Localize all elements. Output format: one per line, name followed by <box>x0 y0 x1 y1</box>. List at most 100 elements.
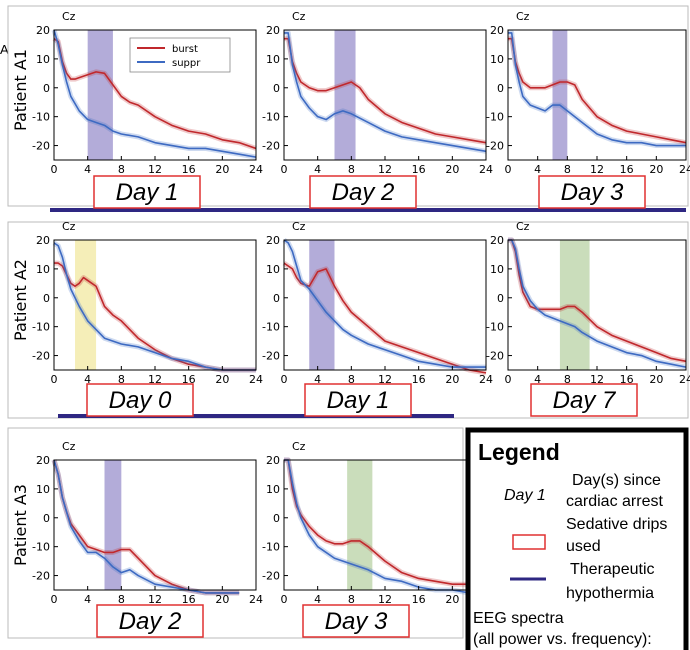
axes-frame <box>283 459 487 591</box>
channel-label: Cz <box>516 220 530 233</box>
y-tick-label: 10 <box>490 263 504 276</box>
x-tick-label: 4 <box>84 593 91 606</box>
series-band-burst <box>508 36 687 146</box>
day-label-box <box>309 175 417 209</box>
series-band-suppr <box>284 457 486 596</box>
series-band-burst <box>284 36 487 146</box>
x-tick-label: 20 <box>445 373 459 386</box>
y-tick-label: 10 <box>36 263 50 276</box>
legend-frame <box>465 427 689 650</box>
x-tick-label: 12 <box>148 593 162 606</box>
x-tick-label: 12 <box>148 163 162 176</box>
day-label: Day 3 <box>561 179 624 206</box>
y-tick-label: -10 <box>32 111 50 124</box>
channel-label: Cz <box>292 10 306 23</box>
y-tick-label: 0 <box>273 82 280 95</box>
series-line-burst <box>283 262 487 374</box>
series-line-suppr <box>53 459 240 594</box>
channel-label: Cz <box>62 10 76 23</box>
x-tick-label: 16 <box>182 593 196 606</box>
day-label: Day 1 <box>116 179 179 206</box>
shaded-period <box>559 240 590 370</box>
series-line-burst <box>508 239 687 363</box>
legend-hypo-1: Therapeutic <box>570 561 655 578</box>
y-tick-label: 20 <box>36 234 50 247</box>
y-tick-label: 20 <box>266 454 280 467</box>
day-labels-group: Day 1 Day 2 Day 3 Day 0 Day 1 Day 7 Day 2 Day 3 <box>86 175 646 638</box>
shaded-period <box>87 30 113 160</box>
x-tick-label: 20 <box>445 163 459 176</box>
x-tick-label: 16 <box>412 373 426 386</box>
legend-eeg-1: EEG spectra <box>473 610 564 627</box>
y-tick-label: -20 <box>262 140 280 153</box>
shaded-period <box>104 460 122 590</box>
shaded-period <box>75 240 97 370</box>
y-tick-label: 20 <box>490 24 504 37</box>
plots-group: 0 4 8 12 16 20 24 20 10 0 -10 -20 Cz 0 4 8 12 16 20 24 20 10 0… <box>32 10 690 606</box>
inline-legend: burst suppr <box>129 37 231 73</box>
channel-label: Cz <box>292 440 306 453</box>
series-line-burst <box>53 38 257 150</box>
legend-eeg-2: (all power vs. frequency): <box>473 631 652 648</box>
y-tick-label: -10 <box>32 541 50 554</box>
x-tick-label: 4 <box>84 373 91 386</box>
shaded-period <box>334 30 356 160</box>
x-tick-label: 20 <box>215 373 229 386</box>
series-line-burst <box>508 37 687 144</box>
y-tick-label: 10 <box>266 483 280 496</box>
x-tick-label: 16 <box>412 163 426 176</box>
shaded-period <box>552 30 568 160</box>
day-label-box <box>96 604 204 638</box>
y-tick-label: -20 <box>32 570 50 583</box>
y-tick-label: 20 <box>266 24 280 37</box>
day-label: Day 1 <box>327 387 390 414</box>
y-tick-label: -10 <box>262 111 280 124</box>
x-tick-label: 24 <box>479 373 493 386</box>
x-tick-label: 12 <box>148 373 162 386</box>
x-tick-label: 24 <box>479 163 493 176</box>
series-band-burst <box>51 459 240 596</box>
series-band-suppr <box>51 459 240 596</box>
x-tick-label: 0 <box>281 593 288 606</box>
x-tick-label: 8 <box>118 163 125 176</box>
x-tick-label: 4 <box>314 163 321 176</box>
x-tick-label: 4 <box>84 163 91 176</box>
x-tick-label: 0 <box>281 373 288 386</box>
ylabel-patient-a2: Patient A2 <box>11 259 30 341</box>
x-tick-label: 4 <box>314 373 321 386</box>
series-band-burst <box>284 457 487 590</box>
x-tick-label: 4 <box>534 163 541 176</box>
x-tick-label: 0 <box>505 163 512 176</box>
y-tick-label: 10 <box>36 53 50 66</box>
channel-label: Cz <box>292 220 306 233</box>
day-label-box <box>93 175 201 209</box>
x-tick-label: 8 <box>348 373 355 386</box>
series-line-suppr <box>508 32 686 147</box>
panel-letter: A <box>0 42 9 57</box>
legend-box: Legend Day 1 Day(s) since cardiac arrest… <box>465 427 689 650</box>
y-tick-label: 20 <box>490 234 504 247</box>
day-label-box <box>538 175 646 209</box>
series-line-burst <box>284 459 487 588</box>
y-tick-label: -10 <box>486 321 504 334</box>
day-label: Day 0 <box>109 387 172 414</box>
x-tick-label: 16 <box>182 163 196 176</box>
shaded-period <box>309 240 335 370</box>
legend-sedative-swatch <box>512 534 546 550</box>
series-line-suppr <box>283 239 486 368</box>
series-line-suppr <box>53 29 257 158</box>
inline-legend-box <box>129 37 231 73</box>
x-tick-label: 8 <box>348 593 355 606</box>
x-tick-label: 24 <box>249 373 263 386</box>
x-tick-label: 20 <box>649 373 663 386</box>
x-tick-label: 8 <box>118 373 125 386</box>
legend-sedative-2: used <box>566 538 601 555</box>
x-tick-label: 12 <box>590 163 604 176</box>
series-line-suppr <box>53 242 256 371</box>
day-label: Day 7 <box>553 387 617 414</box>
